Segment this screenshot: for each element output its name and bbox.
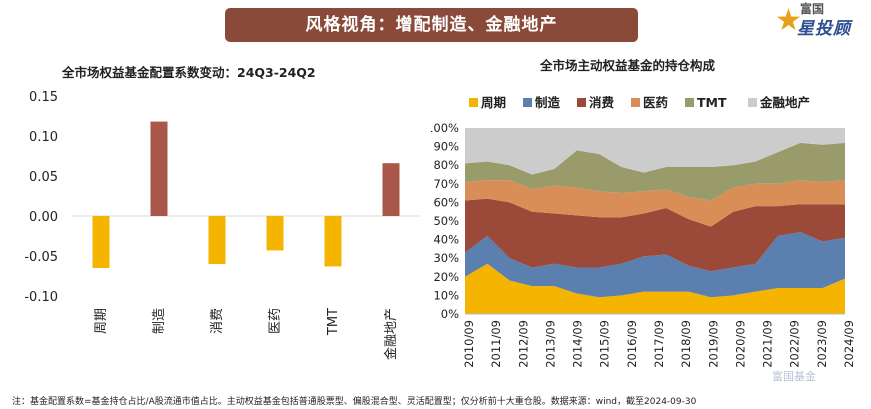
bar-5 — [324, 216, 342, 267]
legend-label: 医药 — [643, 95, 669, 110]
x-tick-label: 2020/09 — [733, 320, 747, 368]
star-icon: ★ — [775, 3, 802, 38]
x-tick-label: 2022/09 — [788, 320, 802, 368]
legend-label: 制造 — [535, 95, 561, 110]
y-tick-label: 80% — [433, 158, 459, 172]
legend-swatch — [523, 98, 532, 107]
footnote: 注：基金配置系数=基金持仓占比/A股流通市值占比。主动权益基金包括普通股票型、偏… — [12, 397, 697, 407]
brand-logo: ★ 富国 星投顾 — [775, 0, 870, 40]
y-tick-label: 30% — [433, 251, 459, 265]
bar-chart-title: 全市场权益基金配置系数变动：24Q3-24Q2 — [62, 65, 316, 80]
y-tick-label: 60% — [433, 195, 459, 209]
x-tick-label: 2010/09 — [462, 320, 476, 368]
x-tick-label: 消费 — [210, 308, 225, 334]
legend-label: TMT — [697, 95, 727, 110]
y-tick-label: 0.10 — [29, 130, 58, 145]
area-series-6 — [465, 128, 845, 175]
bar-chart: 0.15 0.10 0.05 0.00 -0.05 -0.10 周期 制造 消费 医药 TMT 金融地… — [24, 90, 420, 360]
area-series-1 — [465, 263, 845, 314]
watermark-text: 富国基金 — [772, 370, 816, 383]
y-tick-label: 0.15 — [29, 90, 58, 105]
bar-4 — [266, 216, 284, 251]
y-tick-label: -0.05 — [24, 250, 58, 265]
legend-swatch — [469, 98, 478, 107]
bar-2 — [150, 121, 168, 216]
legend-label: 消费 — [589, 95, 615, 110]
y-tick-label: -0.10 — [24, 290, 58, 305]
bar-6 — [382, 163, 400, 216]
x-tick-label: 2016/09 — [625, 320, 639, 368]
x-tick-label: 2015/09 — [598, 320, 612, 368]
x-tick-label: 2012/09 — [516, 320, 530, 368]
x-tick-label: 2014/09 — [571, 320, 585, 368]
logo-main-text: 星投顾 — [797, 19, 851, 39]
x-tick-label: TMT — [326, 308, 341, 336]
x-tick-label: 2023/09 — [815, 320, 829, 368]
legend-swatch — [685, 98, 694, 107]
y-tick-label: 20% — [433, 270, 459, 284]
bar-1 — [92, 216, 110, 268]
y-tick-label: 40% — [433, 233, 459, 247]
x-tick-label: 医药 — [268, 308, 283, 334]
x-tick-label: 周期 — [94, 308, 109, 334]
x-tick-label: 金融地产 — [383, 308, 399, 360]
x-tick-label: 2017/09 — [652, 320, 666, 368]
y-tick-label: 10% — [433, 288, 459, 302]
page-banner: 风格视角：增配制造、金融地产 — [225, 8, 638, 42]
x-tick-label: 2013/09 — [543, 320, 557, 368]
area-chart-title: 全市场主动权益基金的持仓构成 — [540, 58, 716, 73]
y-tick-label: 50% — [433, 214, 459, 228]
y-tick-label: 90% — [433, 140, 459, 154]
x-tick-label: 2018/09 — [679, 320, 693, 368]
y-tick-label: 0% — [441, 307, 459, 321]
area-series-5 — [465, 142, 845, 201]
x-tick-label: 2011/09 — [489, 320, 503, 368]
logo-top-text: 富国 — [800, 2, 825, 16]
legend-swatch — [748, 98, 757, 107]
area-series-3 — [465, 198, 845, 272]
x-tick-label: 2021/09 — [761, 320, 775, 368]
area-chart: 周期 制造 消费 医药 TMT 金融地产 100% 90% 80% 70% 60% 50% 40% 30%… — [431, 95, 856, 368]
legend-label: 周期 — [481, 95, 506, 110]
bar-3 — [208, 216, 226, 264]
x-tick-label: 制造 — [152, 308, 167, 334]
y-tick-label: 0.05 — [29, 170, 58, 185]
legend-label: 金融地产 — [759, 95, 810, 110]
x-tick-label: 2024/09 — [842, 320, 856, 368]
y-tick-label: 70% — [433, 177, 459, 191]
y-tick-label: 100% — [431, 121, 459, 135]
legend-swatch — [631, 98, 640, 107]
x-tick-label: 2019/09 — [706, 320, 720, 368]
area-series-4 — [465, 180, 845, 227]
area-series-2 — [465, 232, 845, 298]
legend-swatch — [577, 98, 586, 107]
y-tick-label: 0.00 — [29, 210, 58, 225]
